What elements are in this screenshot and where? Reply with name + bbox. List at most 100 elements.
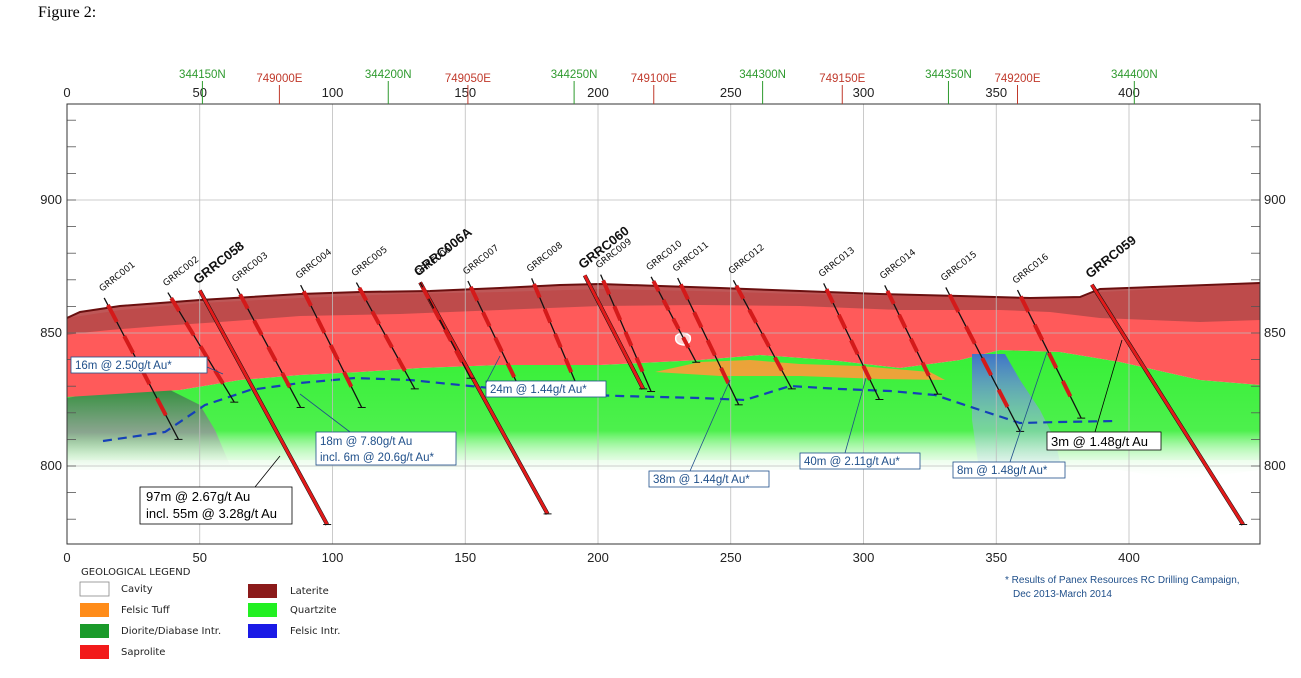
assay-interval <box>252 319 264 336</box>
legend-item-diorite: Diorite/Diabase Intr. <box>80 624 221 638</box>
assay-interval <box>342 371 354 388</box>
assay-interval <box>184 321 196 337</box>
intercept-text: incl. 55m @ 3.28g/t Au <box>146 506 277 521</box>
x-tick-label-bottom: 250 <box>720 550 742 565</box>
legend-swatch <box>248 624 277 638</box>
section-grid <box>66 104 1260 544</box>
assay-interval <box>420 286 431 300</box>
assay-interval <box>370 310 381 325</box>
y-tick-label-left: 850 <box>40 325 62 340</box>
northing-label: 344200N <box>365 69 412 81</box>
assay-interval <box>885 289 896 305</box>
assay-interval <box>542 308 553 324</box>
northing-label: 344350N <box>925 69 972 81</box>
legend-label: Diorite/Diabase Intr. <box>121 626 221 637</box>
drill-hole-label: GRRC012 <box>727 243 767 277</box>
easting-label: 749100E <box>631 73 677 85</box>
assay-interval <box>532 283 542 299</box>
assay-interval <box>671 317 681 330</box>
assay-interval <box>481 311 492 328</box>
assay-interval <box>836 313 848 330</box>
drill-assay-bar <box>418 281 549 515</box>
intercept-callout: 18m @ 7.80g/t Au incl. 6m @ 20.6g/t Au* <box>299 393 457 466</box>
intercept-text: 97m @ 2.67g/t Au <box>146 489 250 504</box>
easting-label: 749200E <box>994 73 1040 85</box>
assay-interval <box>1060 380 1073 398</box>
assay-interval <box>1018 295 1031 313</box>
assay-interval <box>505 362 516 379</box>
x-tick-label-bottom: 300 <box>853 550 875 565</box>
intercept-text: incl. 6m @ 20.6g/t Au* <box>320 452 434 464</box>
intercept-text: 38m @ 1.44g/t Au* <box>653 474 750 486</box>
geology-layers <box>67 282 1260 500</box>
assay-interval <box>601 279 612 296</box>
assay-interval <box>301 290 313 307</box>
assay-interval <box>493 336 504 353</box>
assay-interval <box>553 333 563 349</box>
assay-interval <box>612 305 623 321</box>
assay-interval <box>213 369 225 385</box>
intercept-text: 3m @ 1.48g/t Au <box>1051 434 1148 449</box>
easting-label: 749000E <box>256 73 302 85</box>
x-tick-label-top: 100 <box>322 85 344 100</box>
x-tick-label-top: 0 <box>63 85 70 100</box>
intercept-annotations: 16m @ 2.50g/t Au* 24m @ 1.44g/t Au* 18m … <box>70 339 1162 525</box>
felsic-tuff-lens <box>655 360 945 380</box>
legend-item-felsic-intrusion: Felsic Intr. <box>248 624 340 638</box>
assay-interval <box>315 317 327 334</box>
assay-interval <box>328 344 340 361</box>
easting-label: 749150E <box>819 73 865 85</box>
assay-interval <box>824 288 835 304</box>
assay-interval <box>651 280 661 293</box>
x-tick-label-bottom: 350 <box>985 550 1007 565</box>
interpreted-contact-line <box>102 376 1116 443</box>
drill-assay-bar <box>583 274 645 390</box>
assay-interval <box>122 335 135 355</box>
assay-interval <box>920 361 931 377</box>
assay-interval <box>396 357 407 372</box>
x-tick-label-bottom: 100 <box>322 550 344 565</box>
legend-item-felsic-tuff: Felsic Tuff <box>80 603 171 617</box>
assay-interval <box>747 308 758 324</box>
assay-interval <box>1032 323 1045 341</box>
northing-label: 344300N <box>739 69 786 81</box>
legend-swatch <box>79 581 110 597</box>
intercept-text: 16m @ 2.50g/t Au* <box>75 360 172 372</box>
figure-caption: Figure 2: <box>38 4 97 21</box>
intercept-callout: 24m @ 1.44g/t Au* <box>485 355 607 398</box>
x-tick-label-top: 350 <box>985 85 1007 100</box>
assay-interval <box>734 284 746 300</box>
legend-swatch <box>248 584 277 598</box>
intercept-callout: 8m @ 1.48g/t Au* <box>952 351 1066 479</box>
assay-interval <box>897 313 908 329</box>
diorite-intrusion <box>67 386 232 470</box>
axes: 0 0 50 50 100 100 150 150 200 200 250 250 300 300 350 3… <box>40 69 1285 565</box>
footnote-line-1: * Results of Panex Resources RC Drilling… <box>1005 575 1240 586</box>
x-tick-label-bottom: 0 <box>63 550 70 565</box>
assay-interval <box>964 325 977 345</box>
legend-swatch <box>80 645 109 659</box>
assay-interval <box>623 331 634 347</box>
assay-interval <box>383 333 394 349</box>
assay-interval <box>849 339 860 356</box>
easting-label: 749050E <box>445 73 491 85</box>
assay-interval <box>431 307 442 321</box>
northing-label: 344250N <box>551 69 598 81</box>
x-tick-label-top: 150 <box>454 85 476 100</box>
section-frame <box>66 103 1261 545</box>
intercept-text: 18m @ 7.80g/t Au <box>320 436 412 448</box>
assay-interval <box>692 311 704 329</box>
legend-item-laterite: Laterite <box>248 584 329 598</box>
drill-hole-label: GRRC059 <box>1082 232 1138 281</box>
assay-interval <box>719 367 731 385</box>
legend-label: Laterite <box>290 586 329 597</box>
assay-interval <box>634 356 645 373</box>
assay-interval <box>443 328 453 342</box>
y-tick-label-right: 850 <box>1264 325 1286 340</box>
x-tick-label-bottom: 50 <box>193 550 207 565</box>
drill-hole-label: GRRC001 <box>98 260 138 294</box>
intercept-callout: 40m @ 2.11g/t Au* <box>799 377 921 470</box>
footnote-line-2: Dec 2013-March 2014 <box>1013 589 1112 600</box>
assay-interval <box>678 283 690 301</box>
y-tick-label-left: 800 <box>40 458 62 473</box>
